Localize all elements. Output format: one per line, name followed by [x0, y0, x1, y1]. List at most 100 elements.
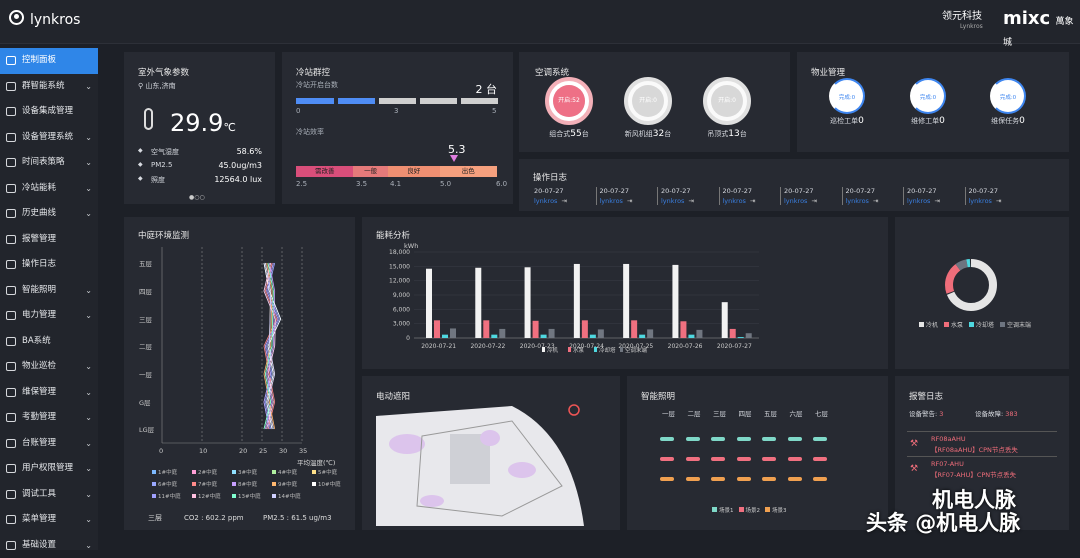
menu-icon: [6, 184, 16, 193]
legend-label: 6#中庭: [158, 480, 178, 488]
floor-tick-label: LG层: [139, 426, 155, 434]
lighting-scene-bar[interactable]: [686, 437, 700, 441]
lighting-scene-bar[interactable]: [813, 437, 827, 441]
eff-bar: 需改善 一般 良好 出色: [296, 166, 497, 177]
hvac-gauge[interactable]: 开启:52: [545, 77, 593, 125]
lighting-floor-label: 六层: [790, 408, 803, 418]
sidebar-item-7[interactable]: 报警管理: [0, 227, 98, 253]
lighting-scene-bar[interactable]: [788, 477, 802, 481]
property-gauge[interactable]: 完成:0: [829, 78, 865, 114]
lighting-legend-item: 场景2: [739, 508, 761, 514]
logout-icon: ⇥: [934, 197, 939, 205]
lighting-scene-bar[interactable]: [711, 457, 725, 461]
lighting-scene-bar[interactable]: [737, 437, 751, 441]
alarm-item[interactable]: ⚒RF08aAHU【RF08aAHU】CPN节点丢失: [907, 431, 1057, 455]
lighting-scene-bar[interactable]: [762, 437, 776, 441]
sidebar-item-16[interactable]: 用户权限管理⌄: [0, 456, 98, 482]
temp-unit: ℃: [223, 121, 235, 134]
sidebar-item-9[interactable]: 智能照明⌄: [0, 278, 98, 304]
sidebar-item-3[interactable]: 设备管理系统⌄: [0, 125, 98, 151]
floor-plan-map[interactable]: [362, 376, 620, 530]
lighting-scene-bar[interactable]: [737, 457, 751, 461]
lighting-scene-bar[interactable]: [660, 437, 674, 441]
user-icon[interactable]: [9, 10, 24, 25]
chiller-panel: 冷站群控 冷站开启台数 2 台 0 3 5 冷站效率 5.3 需改善 一般 良好…: [282, 52, 513, 204]
sidebar-item-4[interactable]: 时间表策略⌄: [0, 150, 98, 176]
lighting-scene-bar[interactable]: [813, 457, 827, 461]
sidebar-item-1[interactable]: 群智能系统⌄: [0, 74, 98, 100]
thermometer-icon: [144, 108, 153, 130]
menu-icon: [6, 439, 16, 448]
lighting-scene-bar[interactable]: [788, 437, 802, 441]
lighting-scene-bar[interactable]: [813, 477, 827, 481]
lighting-scene-bar[interactable]: [660, 457, 674, 461]
lighting-floor-label: 五层: [764, 408, 777, 418]
sidebar-item-19[interactable]: 基础设置⌄: [0, 533, 98, 558]
floor-tick-label: 四层: [139, 288, 153, 296]
sidebar-item-2[interactable]: 设备集成管理: [0, 99, 98, 125]
energy-chart: kWh03,0006,0009,00012,00015,00018,000202…: [362, 217, 762, 369]
sidebar-item-10[interactable]: 电力管理⌄: [0, 303, 98, 329]
dev-fault-label: 设备故障:: [975, 410, 1005, 418]
city-text: 山东,济南: [145, 82, 175, 90]
lighting-scene-bar[interactable]: [660, 477, 674, 481]
property-label: 维修工单0: [896, 116, 960, 126]
x-tick-label: 35: [299, 447, 307, 455]
donut-legend-label: 水泵: [951, 322, 963, 329]
dev-warning-label: 设备警告:: [909, 410, 939, 418]
lighting-scene-bar[interactable]: [762, 457, 776, 461]
property-gauge[interactable]: 完成:0: [910, 78, 946, 114]
legend-label: 4#中庭: [278, 468, 298, 476]
sidebar-item-8[interactable]: 操作日志: [0, 252, 98, 278]
alarm-item[interactable]: ⚒RF07-AHU【RF07-AHU】CPN节点丢失: [907, 456, 1057, 480]
sidebar-item-17[interactable]: 调试工具⌄: [0, 482, 98, 508]
lighting-scene-bar[interactable]: [737, 477, 751, 481]
sidebar-item-6[interactable]: 历史曲线⌄: [0, 201, 98, 227]
lighting-floor-label: 一层: [662, 408, 675, 418]
carousel-dots[interactable]: ●○○: [189, 194, 205, 201]
sidebar-item-label: 基础设置: [22, 540, 56, 550]
lighting-scene-bar[interactable]: [711, 437, 725, 441]
logo2-text: mixc: [1003, 8, 1050, 29]
chevron-down-icon: ⌄: [85, 405, 92, 430]
sidebar-item-5[interactable]: 冷站能耗⌄: [0, 176, 98, 202]
menu-icon: [6, 515, 16, 524]
sidebar-item-15[interactable]: 台账管理⌄: [0, 431, 98, 457]
dev-warning: 设备警告: 3: [909, 408, 943, 418]
chevron-down-icon: ⌄: [85, 380, 92, 405]
legend-label: 冷却塔: [599, 346, 616, 354]
sidebar-item-13[interactable]: 维保管理⌄: [0, 380, 98, 406]
sidebar-item-11[interactable]: BA系统: [0, 329, 98, 355]
chevron-down-icon: ⌄: [85, 354, 92, 379]
sidebar-item-0[interactable]: 控制面板: [0, 48, 98, 74]
lighting-scene-bar[interactable]: [762, 477, 776, 481]
shade-panel: 电动遮阳: [362, 376, 620, 530]
property-gauge[interactable]: 完成:0: [990, 78, 1026, 114]
menu-icon: [6, 107, 16, 116]
donut-legend-item: 冷却塔: [969, 322, 994, 329]
sidebar-item-18[interactable]: 菜单管理⌄: [0, 507, 98, 533]
hvac-state: 开启:0: [707, 95, 747, 104]
lighting-scene-bar[interactable]: [686, 477, 700, 481]
eff-marker-icon: [450, 155, 458, 162]
lighting-scene-bar[interactable]: [788, 457, 802, 461]
hvac-gauge[interactable]: 开启:0: [624, 77, 672, 125]
x-tick-label: 10: [199, 447, 207, 455]
lighting-scene-bar[interactable]: [711, 477, 725, 481]
watermark-bottom: 头条 @机电人脉: [866, 507, 1020, 537]
bar-空调末端: [450, 328, 456, 338]
sidebar-item-12[interactable]: 物业巡检⌄: [0, 354, 98, 380]
hvac-gauge[interactable]: 开启:0: [703, 77, 751, 125]
lighting-scene-bar[interactable]: [686, 457, 700, 461]
floor-tick-label: 三层: [139, 316, 153, 324]
sidebar-item-14[interactable]: 考勤管理⌄: [0, 405, 98, 431]
